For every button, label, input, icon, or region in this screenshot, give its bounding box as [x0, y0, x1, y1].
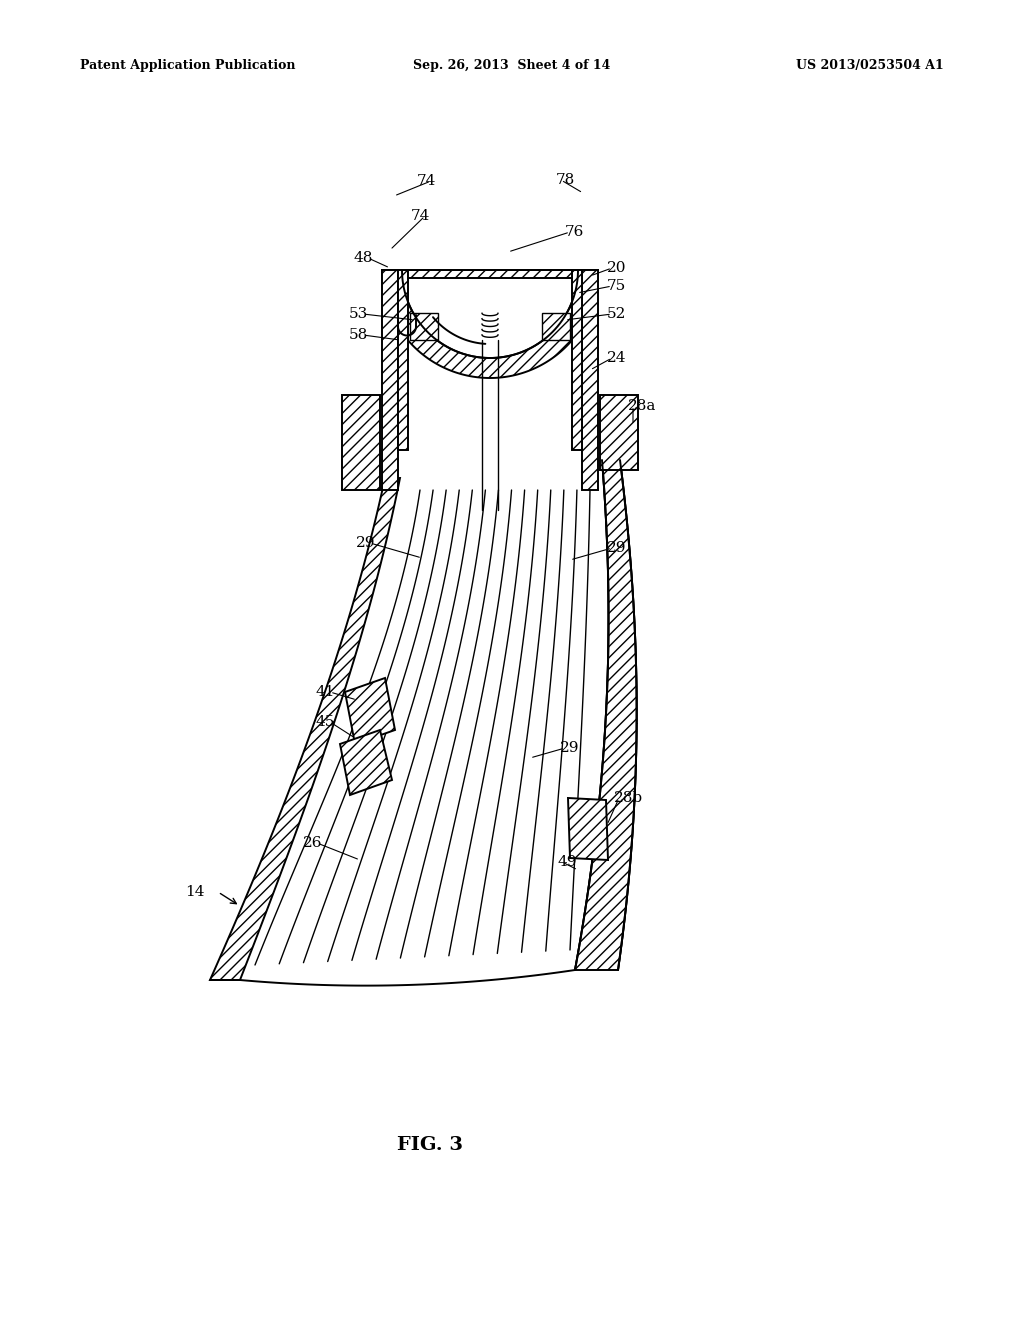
Polygon shape — [398, 271, 408, 450]
Polygon shape — [575, 459, 637, 970]
Polygon shape — [382, 271, 598, 378]
Polygon shape — [342, 395, 380, 490]
Text: 78: 78 — [556, 173, 575, 187]
Text: 74: 74 — [411, 209, 430, 223]
Text: 29: 29 — [355, 536, 375, 550]
Text: 45: 45 — [315, 715, 335, 729]
Polygon shape — [542, 313, 570, 341]
Text: 28a: 28a — [628, 399, 656, 413]
Text: 49: 49 — [557, 855, 577, 869]
Polygon shape — [408, 271, 572, 279]
Polygon shape — [410, 313, 438, 341]
Text: 24: 24 — [607, 351, 627, 366]
Text: FIG. 3: FIG. 3 — [397, 1137, 463, 1154]
Text: 52: 52 — [607, 308, 627, 321]
Polygon shape — [600, 395, 638, 470]
Text: 48: 48 — [353, 251, 373, 265]
Text: 58: 58 — [349, 327, 368, 342]
Polygon shape — [568, 799, 608, 861]
Polygon shape — [382, 271, 398, 490]
Text: 20: 20 — [607, 261, 627, 275]
Polygon shape — [345, 678, 395, 744]
Text: 14: 14 — [185, 884, 205, 899]
Polygon shape — [402, 271, 578, 358]
Text: 76: 76 — [565, 224, 585, 239]
Text: 53: 53 — [349, 308, 368, 321]
Text: 26: 26 — [302, 836, 322, 850]
Polygon shape — [210, 478, 400, 979]
Text: 75: 75 — [607, 279, 627, 293]
Text: 28b: 28b — [614, 791, 643, 805]
Text: 29: 29 — [560, 741, 580, 755]
Text: Sep. 26, 2013  Sheet 4 of 14: Sep. 26, 2013 Sheet 4 of 14 — [414, 58, 610, 71]
Polygon shape — [582, 271, 598, 490]
Text: 29: 29 — [607, 541, 627, 554]
Polygon shape — [408, 271, 572, 490]
Polygon shape — [572, 271, 582, 450]
Text: 74: 74 — [417, 174, 436, 187]
Text: 41: 41 — [315, 685, 335, 700]
Text: Patent Application Publication: Patent Application Publication — [80, 58, 296, 71]
Polygon shape — [575, 459, 637, 970]
Polygon shape — [340, 730, 392, 795]
Text: US 2013/0253504 A1: US 2013/0253504 A1 — [797, 58, 944, 71]
